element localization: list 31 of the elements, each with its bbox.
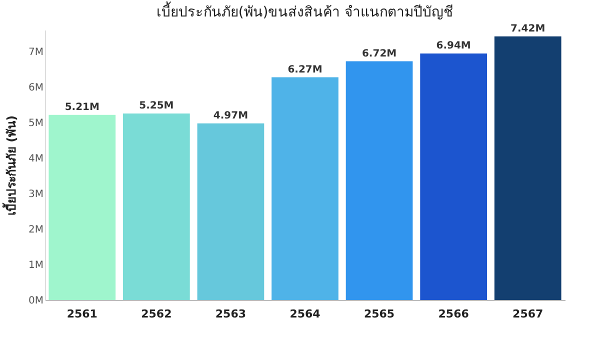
data-label: 4.97M	[213, 110, 248, 122]
y-tick-label: 4M	[28, 153, 44, 164]
x-tick-label: 2566	[438, 308, 470, 320]
data-label: 6.72M	[362, 48, 397, 60]
chart-title: เบี้ยประกันภัย(พัน)ขนส่งสินค้า จำแนกตามปีบัญชี	[156, 1, 454, 20]
y-tick-label: 1M	[28, 260, 44, 271]
y-tick-label: 3M	[28, 188, 44, 200]
x-tick-label: 2565	[364, 308, 395, 320]
x-tick-label: 2561	[66, 308, 98, 320]
x-tick-label: 2567	[512, 308, 544, 320]
data-label: 7.42M	[510, 23, 546, 34]
x-tick-label: 2563	[215, 308, 246, 320]
data-label: 6.27M	[288, 64, 322, 76]
data-label: 5.25M	[139, 100, 174, 112]
bar	[420, 53, 487, 300]
data-label: 5.21M	[64, 102, 100, 113]
y-tick-label: 6M	[28, 82, 44, 94]
y-tick-label: 5M	[28, 118, 44, 129]
bar	[494, 36, 562, 300]
bar	[197, 123, 264, 300]
bar	[346, 61, 413, 300]
y-tick-label: 7M	[28, 46, 44, 58]
x-tick-label: 2562	[141, 308, 172, 320]
bar	[272, 77, 338, 300]
bar	[48, 114, 116, 300]
bar	[123, 113, 190, 300]
y-axis-title: เบี้ยประกันภัย (พัน)	[2, 115, 19, 216]
x-tick-label: 2564	[290, 308, 321, 320]
y-tick-label: 2M	[28, 224, 44, 236]
data-label: 6.94M	[436, 40, 471, 52]
y-tick-label: 0M	[28, 296, 44, 306]
